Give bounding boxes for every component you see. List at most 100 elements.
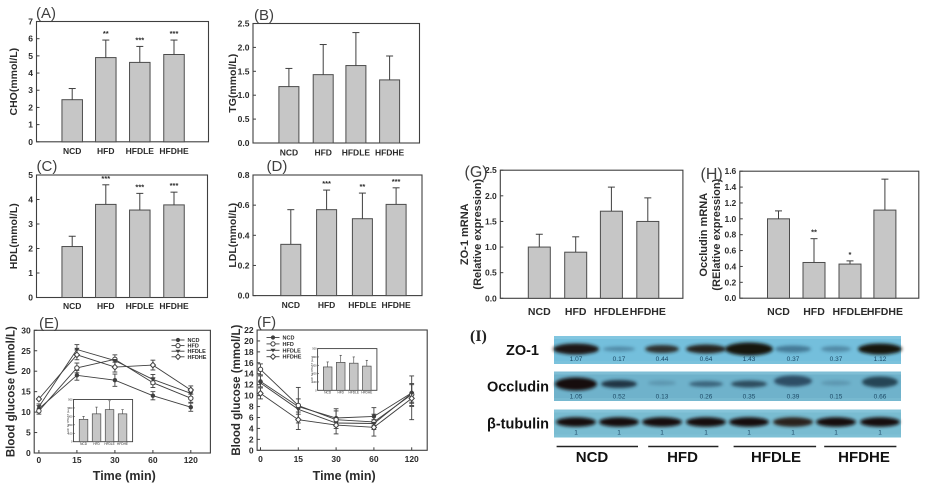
svg-text:0.2: 0.2 bbox=[724, 277, 736, 287]
svg-text:300: 300 bbox=[312, 363, 317, 367]
svg-text:HFDHE: HFDHE bbox=[375, 148, 405, 158]
svg-text:***: *** bbox=[101, 174, 110, 183]
svg-text:2.0: 2.0 bbox=[238, 42, 250, 52]
svg-text:500: 500 bbox=[312, 347, 317, 351]
svg-text:1.0: 1.0 bbox=[238, 90, 250, 100]
svg-text:NCD: NCD bbox=[80, 442, 88, 446]
svg-text:22: 22 bbox=[244, 325, 254, 335]
svg-text:0: 0 bbox=[258, 454, 263, 464]
svg-text:AUC for IPGTT (a.u): AUC for IPGTT (a.u) bbox=[66, 407, 70, 434]
svg-text:1: 1 bbox=[791, 430, 795, 437]
svg-text:1: 1 bbox=[28, 120, 33, 130]
svg-text:***: *** bbox=[135, 35, 144, 44]
svg-text:0.0: 0.0 bbox=[724, 293, 736, 303]
svg-text:120: 120 bbox=[184, 455, 198, 465]
svg-text:HFDHE: HFDHE bbox=[283, 355, 302, 361]
svg-text:1.12: 1.12 bbox=[874, 356, 887, 363]
svg-text:NCD: NCD bbox=[280, 148, 298, 158]
svg-text:0: 0 bbox=[28, 293, 33, 303]
svg-text:HFDLE: HFDLE bbox=[188, 349, 207, 355]
svg-text:0.52: 0.52 bbox=[613, 394, 626, 401]
svg-text:HFD: HFD bbox=[337, 391, 344, 395]
svg-text:HFD: HFD bbox=[314, 148, 331, 158]
svg-text:NCD: NCD bbox=[324, 391, 332, 395]
svg-text:HFDHE: HFDHE bbox=[117, 442, 128, 446]
svg-text:HFDLE: HFDLE bbox=[342, 148, 371, 158]
svg-text:***: *** bbox=[135, 182, 144, 191]
svg-text:(C): (C) bbox=[37, 158, 58, 175]
svg-text:7: 7 bbox=[28, 17, 33, 27]
svg-text:0.15: 0.15 bbox=[830, 394, 843, 401]
svg-text:(RElative expression): (RElative expression) bbox=[711, 178, 723, 290]
svg-text:4: 4 bbox=[28, 68, 33, 78]
svg-text:1: 1 bbox=[747, 430, 751, 437]
svg-text:30: 30 bbox=[21, 325, 31, 335]
svg-text:1.05: 1.05 bbox=[570, 394, 583, 401]
svg-text:(H): (H) bbox=[701, 166, 723, 183]
svg-text:HFDHE: HFDHE bbox=[159, 146, 189, 156]
svg-text:β-tubulin: β-tubulin bbox=[487, 417, 549, 433]
svg-text:HFDLE: HFDLE bbox=[348, 300, 377, 310]
svg-text:1.43: 1.43 bbox=[743, 356, 756, 363]
svg-text:TG(mmol/L): TG(mmol/L) bbox=[227, 54, 239, 113]
svg-text:LDL(mmol/L): LDL(mmol/L) bbox=[227, 203, 239, 268]
svg-text:HFD: HFD bbox=[803, 306, 825, 318]
svg-text:3: 3 bbox=[28, 85, 33, 95]
svg-text:0.8: 0.8 bbox=[724, 230, 736, 240]
svg-text:0.26: 0.26 bbox=[700, 394, 713, 401]
svg-text:(G): (G) bbox=[465, 164, 488, 181]
svg-text:HFDHE: HFDHE bbox=[867, 306, 903, 318]
svg-text:1.07: 1.07 bbox=[570, 356, 583, 363]
svg-text:10: 10 bbox=[21, 407, 31, 417]
svg-text:1.5: 1.5 bbox=[485, 216, 497, 226]
svg-text:0.6: 0.6 bbox=[724, 246, 736, 256]
svg-text:1: 1 bbox=[660, 430, 664, 437]
svg-text:HFD: HFD bbox=[318, 300, 335, 310]
svg-text:NCD: NCD bbox=[283, 336, 295, 342]
svg-text:**: ** bbox=[103, 29, 109, 38]
svg-text:500: 500 bbox=[68, 398, 73, 402]
svg-text:60: 60 bbox=[148, 455, 158, 465]
svg-text:0.35: 0.35 bbox=[743, 394, 756, 401]
svg-text:60: 60 bbox=[369, 454, 379, 464]
svg-text:0.37: 0.37 bbox=[787, 356, 800, 363]
svg-text:0.13: 0.13 bbox=[656, 394, 669, 401]
svg-text:HFD: HFD bbox=[667, 449, 698, 466]
svg-text:0.2: 0.2 bbox=[238, 260, 250, 270]
svg-text:0.8: 0.8 bbox=[238, 170, 250, 180]
svg-text:2: 2 bbox=[249, 434, 254, 444]
svg-text:ZO-1 mRNA: ZO-1 mRNA bbox=[459, 203, 471, 265]
svg-text:HFDHE: HFDHE bbox=[188, 355, 207, 361]
svg-text:NCD: NCD bbox=[282, 300, 300, 310]
svg-text:16: 16 bbox=[244, 358, 254, 368]
svg-text:1: 1 bbox=[574, 430, 578, 437]
svg-text:HFDLE: HFDLE bbox=[349, 391, 359, 395]
svg-text:5: 5 bbox=[26, 428, 31, 438]
svg-text:***: *** bbox=[322, 179, 331, 188]
svg-text:2.5: 2.5 bbox=[238, 19, 250, 29]
svg-text:0: 0 bbox=[315, 388, 317, 392]
svg-text:1: 1 bbox=[617, 430, 621, 437]
svg-text:0.4: 0.4 bbox=[238, 230, 250, 240]
svg-text:0.39: 0.39 bbox=[787, 394, 800, 401]
svg-text:NCD: NCD bbox=[576, 449, 609, 466]
svg-text:20: 20 bbox=[244, 336, 254, 346]
svg-text:(E): (E) bbox=[39, 315, 59, 332]
svg-text:(D): (D) bbox=[267, 158, 288, 175]
svg-text:0.0: 0.0 bbox=[485, 293, 497, 303]
svg-text:14: 14 bbox=[244, 369, 254, 379]
svg-text:HFD: HFD bbox=[283, 342, 294, 348]
svg-text:HFD: HFD bbox=[97, 146, 114, 156]
svg-text:Time (min): Time (min) bbox=[313, 469, 376, 483]
svg-text:2: 2 bbox=[28, 244, 33, 254]
svg-text:HFDLE: HFDLE bbox=[283, 348, 302, 354]
svg-text:(F): (F) bbox=[257, 314, 276, 331]
svg-text:1.6: 1.6 bbox=[724, 166, 736, 176]
svg-text:0: 0 bbox=[37, 455, 42, 465]
svg-text:10: 10 bbox=[244, 391, 254, 401]
svg-text:0.5: 0.5 bbox=[485, 268, 497, 278]
svg-text:***: *** bbox=[170, 181, 179, 190]
svg-text:15: 15 bbox=[72, 455, 82, 465]
svg-text:4: 4 bbox=[249, 423, 254, 433]
svg-text:30: 30 bbox=[331, 454, 341, 464]
